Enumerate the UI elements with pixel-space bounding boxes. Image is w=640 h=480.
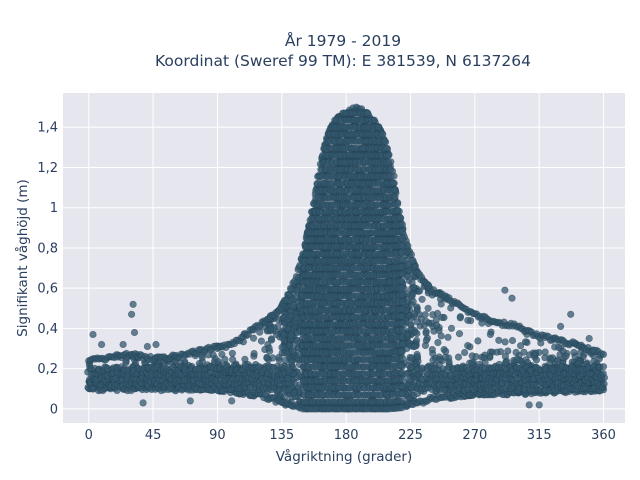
data-point bbox=[422, 329, 430, 337]
data-point bbox=[433, 309, 442, 318]
data-point bbox=[228, 349, 236, 357]
data-point bbox=[214, 357, 222, 366]
data-point bbox=[570, 348, 578, 357]
data-point bbox=[464, 316, 472, 324]
data-point bbox=[456, 314, 464, 322]
chart-title-line1: År 1979 - 2019 bbox=[285, 31, 401, 50]
data-point bbox=[407, 251, 416, 259]
data-point bbox=[513, 355, 521, 364]
data-point bbox=[421, 341, 430, 350]
data-point bbox=[286, 342, 294, 350]
data-point bbox=[250, 350, 258, 358]
data-point bbox=[418, 295, 426, 303]
data-point bbox=[504, 347, 512, 355]
data-point bbox=[554, 344, 563, 352]
data-point bbox=[281, 356, 289, 365]
data-point bbox=[278, 343, 286, 352]
data-point bbox=[381, 137, 389, 145]
data-point bbox=[429, 356, 437, 364]
data-point bbox=[411, 328, 419, 336]
data-point bbox=[416, 287, 424, 295]
data-point bbox=[435, 326, 443, 335]
data-point bbox=[267, 325, 275, 333]
data-point bbox=[287, 286, 295, 294]
data-point bbox=[480, 354, 488, 362]
data-point bbox=[287, 331, 295, 339]
data-point bbox=[486, 330, 495, 339]
data-point bbox=[447, 324, 456, 332]
data-point bbox=[541, 348, 549, 356]
data-point bbox=[257, 337, 266, 345]
chart-title-line2: Koordinat (Sweref 99 TM): E 381539, N 61… bbox=[155, 52, 531, 70]
data-point bbox=[370, 116, 378, 124]
data-point bbox=[292, 314, 300, 322]
data-point bbox=[408, 278, 416, 287]
data-point bbox=[461, 348, 469, 357]
data-point bbox=[283, 316, 292, 324]
data-point bbox=[474, 337, 482, 345]
data-point bbox=[468, 352, 476, 360]
data-point bbox=[454, 353, 463, 361]
data-point bbox=[413, 318, 421, 326]
data-point bbox=[495, 336, 503, 344]
data-point bbox=[263, 354, 271, 362]
data-point bbox=[405, 376, 413, 384]
data-point bbox=[383, 144, 391, 152]
data-point bbox=[512, 348, 520, 357]
data-point bbox=[424, 304, 432, 312]
data-point bbox=[444, 333, 452, 341]
data-point bbox=[562, 352, 570, 360]
data-point bbox=[501, 338, 509, 346]
data-point bbox=[413, 353, 421, 361]
data-point bbox=[374, 123, 383, 131]
data-point bbox=[379, 130, 387, 138]
data-point bbox=[508, 336, 517, 345]
data-point bbox=[410, 342, 418, 351]
data-point bbox=[288, 302, 296, 310]
data-point bbox=[364, 109, 372, 117]
data-point bbox=[434, 339, 442, 347]
data-point bbox=[521, 338, 530, 346]
data-point bbox=[438, 313, 446, 322]
data-point bbox=[268, 336, 276, 344]
data-point bbox=[289, 347, 297, 356]
data-point bbox=[407, 363, 415, 371]
data-point bbox=[532, 356, 541, 364]
data-point bbox=[409, 297, 417, 306]
data-point bbox=[428, 346, 436, 354]
data-point bbox=[455, 330, 464, 338]
data-point bbox=[493, 348, 501, 356]
data-point bbox=[221, 355, 229, 364]
data-point bbox=[516, 342, 525, 350]
data-point bbox=[520, 348, 528, 356]
data-point bbox=[280, 331, 288, 339]
data-point bbox=[410, 310, 418, 318]
data-point bbox=[409, 257, 417, 265]
data-point bbox=[468, 359, 476, 367]
data-point bbox=[486, 352, 494, 361]
data-point bbox=[249, 334, 258, 342]
data-point bbox=[272, 330, 281, 339]
data-point bbox=[422, 317, 430, 326]
data-point bbox=[464, 342, 472, 350]
data-point bbox=[599, 350, 608, 359]
data-point bbox=[554, 357, 562, 366]
data-point bbox=[442, 347, 450, 356]
data-point bbox=[265, 344, 273, 352]
data-point bbox=[292, 272, 301, 281]
data-point bbox=[229, 356, 237, 364]
data-points bbox=[84, 103, 609, 413]
data-point bbox=[421, 311, 429, 319]
